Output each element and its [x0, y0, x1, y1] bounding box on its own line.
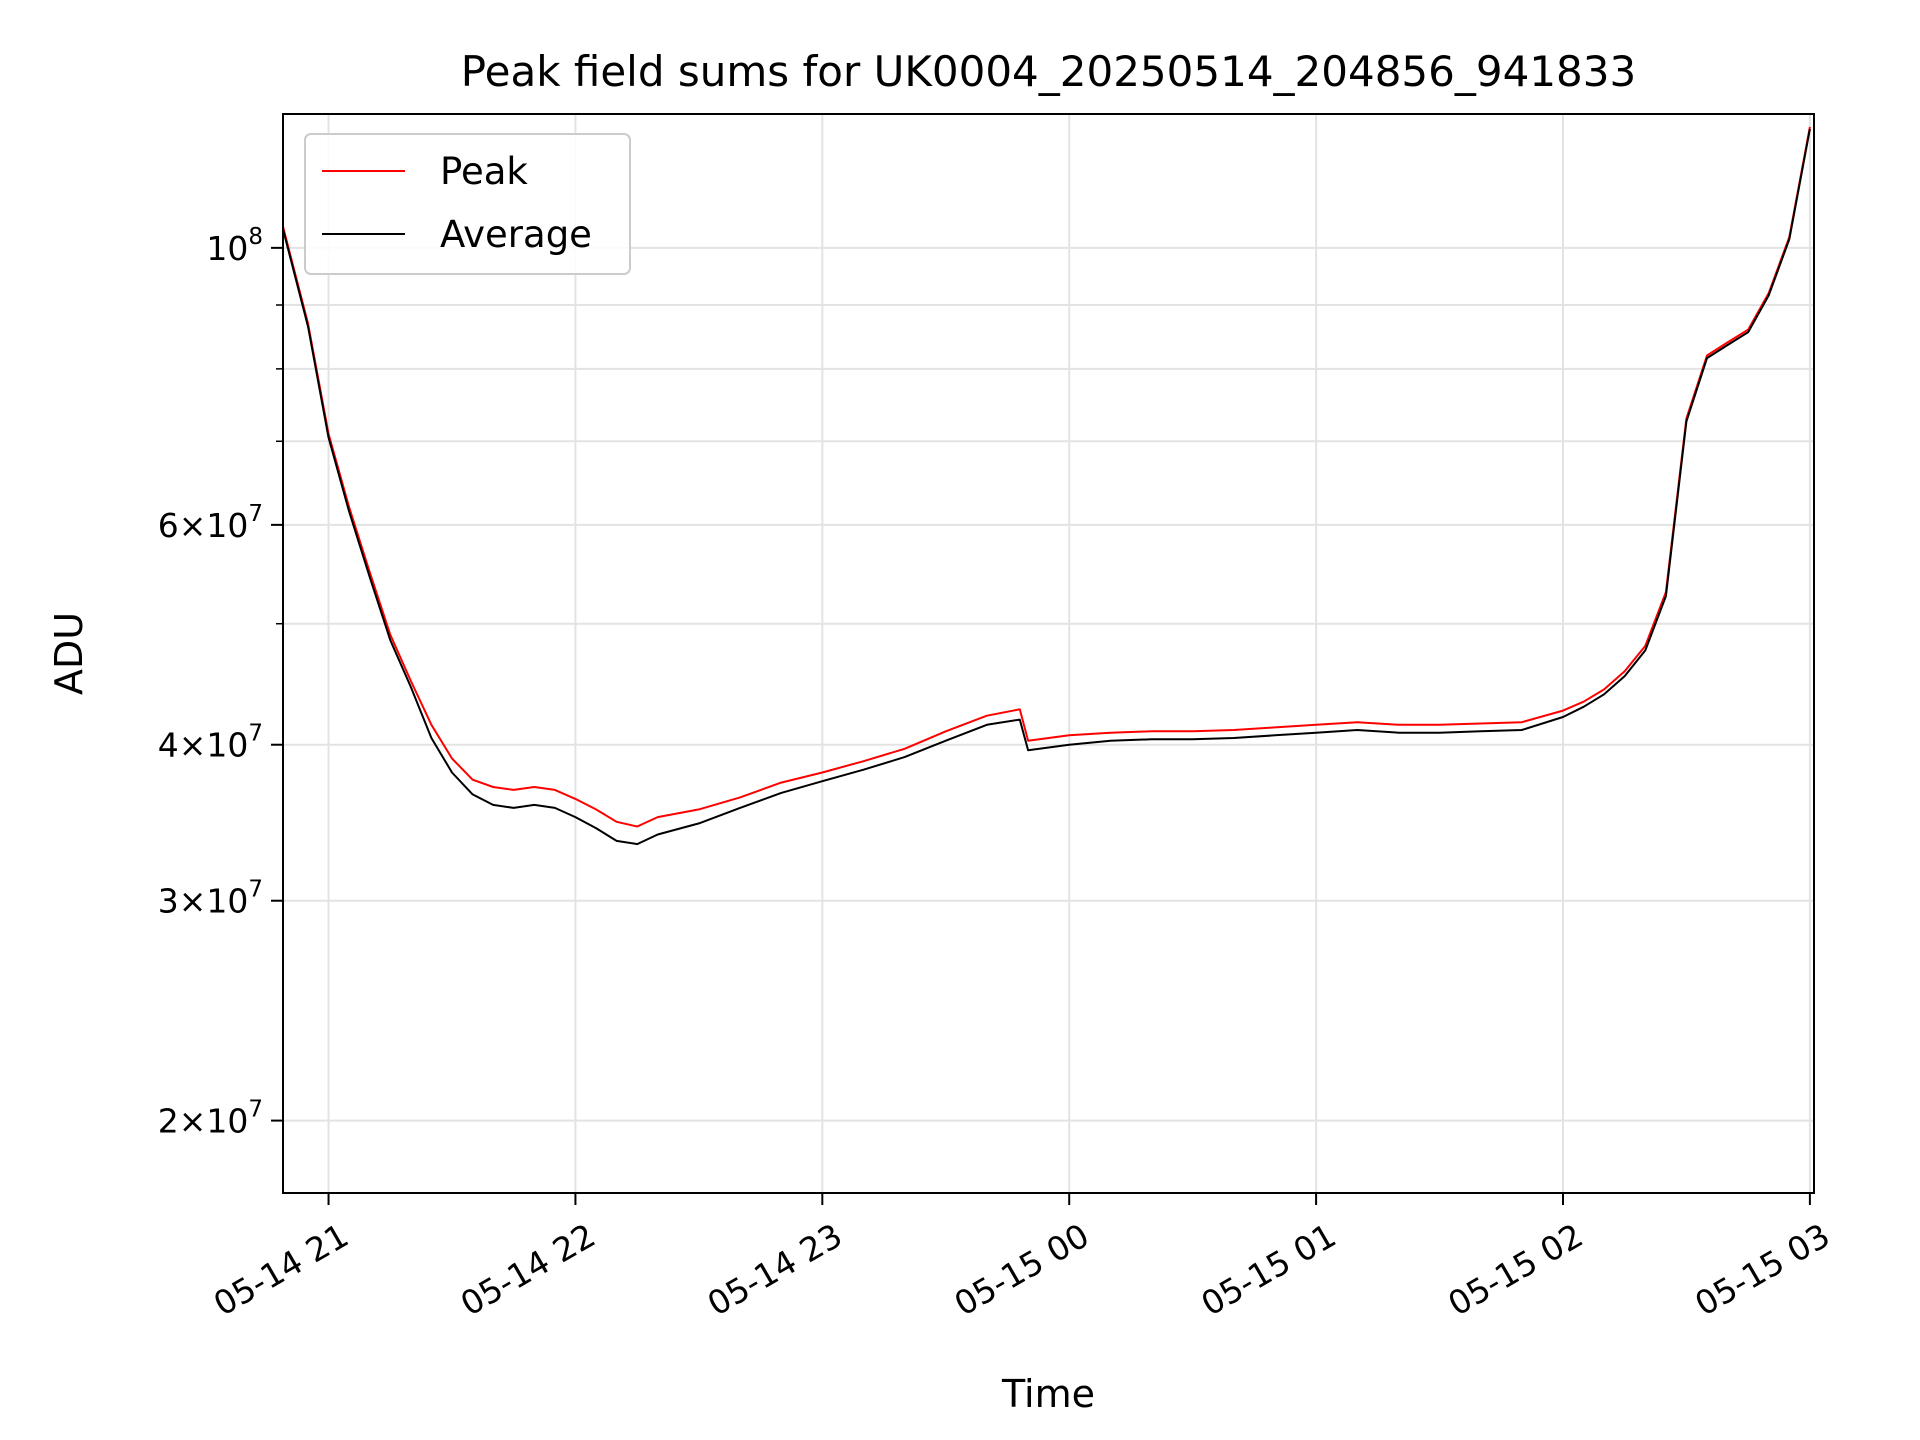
y-tick-label: 108 [206, 224, 263, 268]
y-tick-label: 3×107 [158, 877, 263, 921]
plot-frame [282, 113, 1815, 1194]
y-tick-label: 4×107 [158, 721, 263, 765]
grid [283, 114, 1814, 1193]
legend-box [304, 133, 631, 275]
y-tick-label: 6×107 [158, 501, 263, 545]
legend-label-peak: Peak [440, 150, 528, 193]
y-axis-label: ADU [47, 612, 91, 695]
chart-title: Peak field sums for UK0004_20250514_2048… [461, 47, 1636, 96]
legend: Peak Average [304, 133, 631, 275]
series-line-average [282, 128, 1811, 846]
series-layer [282, 126, 1811, 846]
x-axis-label: Time [1001, 1372, 1095, 1416]
series-line-peak [282, 126, 1811, 828]
legend-label-average: Average [440, 213, 592, 256]
y-tick-label: 2×107 [158, 1097, 263, 1141]
